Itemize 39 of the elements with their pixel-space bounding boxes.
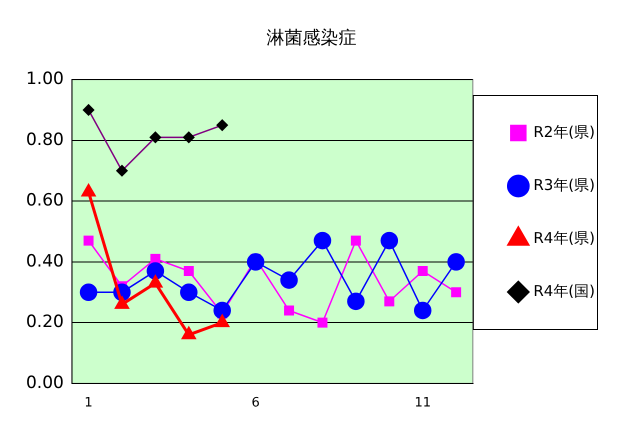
point [150, 254, 160, 264]
point [418, 266, 428, 276]
legend-label: R3年(県) [533, 176, 595, 194]
point [180, 284, 198, 302]
point [82, 184, 96, 197]
point [284, 305, 294, 316]
point [148, 276, 162, 288]
point [182, 327, 196, 340]
y-tick-label: 0.40 [26, 251, 64, 272]
legend-label: R2年(県) [533, 122, 595, 141]
point [213, 302, 231, 320]
point [451, 287, 462, 298]
y-tick-label: 0.60 [26, 190, 64, 211]
point [414, 302, 432, 320]
point [317, 318, 328, 328]
point [384, 296, 394, 306]
point [184, 266, 194, 276]
legend-label: R4年(県) [533, 228, 595, 247]
chart-title: 淋菌感染症 [266, 27, 356, 48]
point [115, 296, 129, 309]
point [447, 253, 465, 271]
point [280, 271, 298, 289]
y-tick-label: 0.20 [26, 312, 64, 332]
x-tick-label: 1 [84, 396, 93, 411]
x-tick-label: 6 [251, 396, 260, 411]
y-tick-label: 0.80 [26, 130, 64, 150]
point [146, 262, 164, 280]
point [314, 232, 332, 250]
y-tick-label: 0.00 [26, 372, 64, 393]
point [246, 253, 264, 271]
point [350, 236, 361, 246]
point [347, 292, 365, 310]
y-tick-label: 1.00 [26, 69, 64, 90]
point [216, 315, 229, 328]
legend-label: R4年(国) [533, 282, 595, 300]
point [84, 236, 94, 246]
x-tick-label: 11 [414, 396, 431, 411]
point [80, 284, 98, 302]
point [380, 232, 398, 250]
